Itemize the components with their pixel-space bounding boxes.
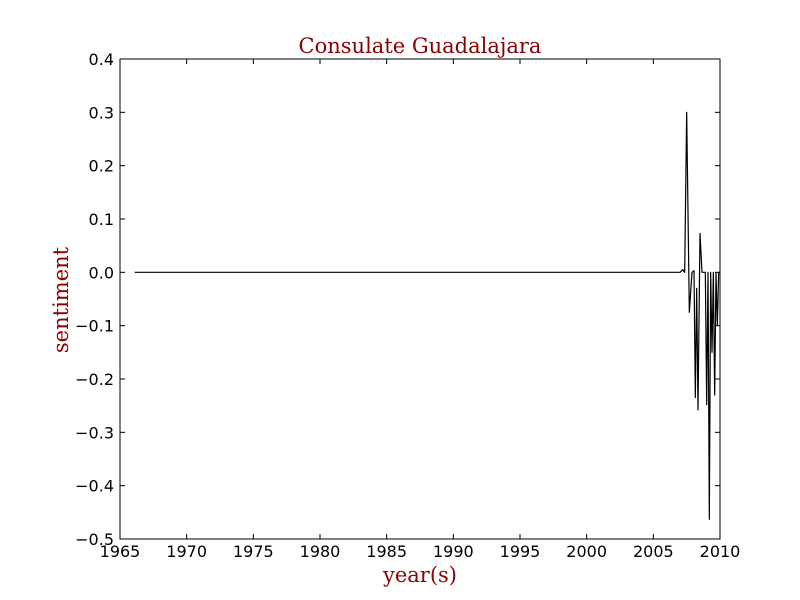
y-tick-label: 0.2 [89, 157, 114, 176]
y-tick-label: 0.0 [89, 263, 114, 282]
plot-frame [119, 58, 721, 540]
y-tick-label: 0.4 [89, 50, 114, 69]
y-tick-label: 0.3 [89, 103, 114, 122]
x-tick-label: 1970 [166, 542, 207, 561]
y-tick-label: −0.4 [75, 477, 114, 496]
chart-title: Consulate Guadalajara [299, 34, 542, 58]
x-tick-label: 1990 [433, 542, 474, 561]
x-tick-label: 1980 [300, 542, 341, 561]
x-tick-label: 1995 [500, 542, 541, 561]
series-line-sentiment [134, 111, 720, 520]
x-axis-label: year(s) [382, 563, 457, 587]
series-group [134, 111, 720, 520]
x-tick-label: 2005 [633, 542, 674, 561]
x-tick-label: 2000 [566, 542, 607, 561]
y-tick-label: 0.1 [89, 210, 114, 229]
y-axis-label: sentiment [49, 246, 73, 353]
y-tick-label: −0.5 [75, 530, 114, 549]
x-tick-label: 1985 [366, 542, 407, 561]
y-tick-label: −0.3 [75, 423, 114, 442]
y-tick-label: −0.1 [75, 317, 114, 336]
y-tick-label: −0.2 [75, 370, 114, 389]
x-tick-label: 2010 [700, 542, 741, 561]
axis-ticks: 1965 1970 1975 1980 1985 1990 1995 2000 2005 2010… [75, 50, 740, 561]
x-tick-label: 1965 [100, 542, 141, 561]
x-tick-label: 1975 [233, 542, 274, 561]
